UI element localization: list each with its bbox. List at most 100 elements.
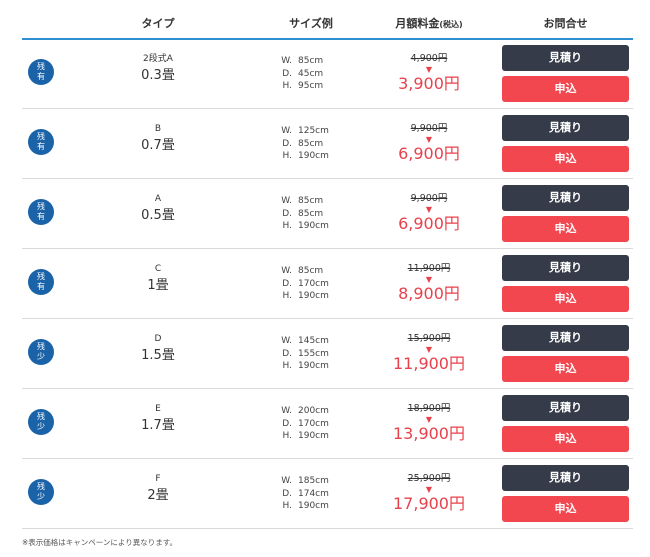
type-size: 0.5畳 — [141, 208, 175, 223]
apply-button[interactable]: 申込 — [502, 286, 629, 312]
dim-depth: D. 45cm — [278, 68, 323, 81]
estimate-button[interactable]: 見積り — [502, 45, 629, 71]
type-size: 0.7畳 — [141, 138, 175, 153]
estimate-button[interactable]: 見積り — [502, 185, 629, 211]
apply-button[interactable]: 申込 — [502, 496, 629, 522]
down-arrow-icon: ▼ — [425, 205, 433, 214]
dim-width-value: 85cm — [298, 196, 324, 206]
table-row: 残 少 E 1.7畳 W. 200cm D. 170cm H. 190cm 18,90… — [22, 389, 633, 459]
dim-height-value: 190cm — [298, 221, 329, 231]
dim-height-value: 95cm — [298, 81, 324, 91]
dim-width-value: 200cm — [298, 406, 329, 416]
dim-width: W. 125cm — [278, 125, 329, 138]
old-price: 11,900円 — [407, 263, 451, 274]
header-type: タイプ — [141, 17, 175, 30]
old-price: 15,900円 — [407, 333, 451, 344]
availability-badge: 残 少 — [28, 479, 54, 505]
dim-depth-label: D. — [282, 138, 292, 149]
type-cell: B 0.7畳 — [108, 123, 208, 154]
estimate-button[interactable]: 見積り — [502, 325, 629, 351]
apply-button[interactable]: 申込 — [502, 426, 629, 452]
dim-height-value: 190cm — [298, 151, 329, 161]
old-price: 9,900円 — [410, 193, 448, 204]
dim-width: W. 185cm — [278, 475, 329, 488]
estimate-button[interactable]: 見積り — [502, 465, 629, 491]
estimate-button[interactable]: 見積り — [502, 395, 629, 421]
header-price-tax: (税込) — [439, 20, 463, 29]
price-cell: 9,900円 ▼ 6,900円 — [376, 193, 482, 234]
size-dimensions: W. 145cm D. 155cm H. 190cm — [278, 335, 329, 373]
campaign-price: 11,900円 — [393, 354, 465, 373]
dim-width-label: W. — [281, 266, 292, 276]
type-cell: A 0.5畳 — [108, 193, 208, 224]
dim-width-value: 85cm — [298, 266, 324, 276]
type-code: B — [154, 124, 162, 134]
apply-button[interactable]: 申込 — [502, 216, 629, 242]
badge-bottom: 少 — [37, 422, 45, 431]
dim-height: H. 95cm — [278, 80, 324, 93]
header-size: サイズ例 — [289, 17, 333, 30]
badge-top: 残 — [37, 132, 45, 141]
estimate-button[interactable]: 見積り — [502, 115, 629, 141]
availability-badge: 残 少 — [28, 339, 54, 365]
dim-width-value: 125cm — [298, 126, 329, 136]
price-cell: 18,900円 ▼ 13,900円 — [376, 403, 482, 444]
dim-depth: D. 155cm — [278, 348, 329, 361]
campaign-price: 8,900円 — [398, 284, 460, 303]
dim-height-label: H. — [282, 291, 292, 301]
badge-bottom: 有 — [37, 72, 45, 81]
type-cell: 2段式A 0.3畳 — [108, 53, 208, 84]
price-cell: 15,900円 ▼ 11,900円 — [376, 333, 482, 374]
table-row: 残 有 C 1畳 W. 85cm D. 170cm H. 190cm 11,900円 … — [22, 249, 633, 319]
dim-width-label: W. — [281, 126, 292, 136]
dim-depth-label: D. — [282, 348, 292, 359]
price-note: ※表示価格はキャンペーンにより異なります。 — [22, 538, 178, 547]
availability-badge: 残 有 — [28, 269, 54, 295]
down-arrow-icon: ▼ — [425, 485, 433, 494]
dim-height: H. 190cm — [278, 290, 329, 303]
badge-bottom: 少 — [37, 352, 45, 361]
badge-bottom: 少 — [37, 492, 45, 501]
dim-height-label: H. — [282, 501, 292, 511]
price-cell: 11,900円 ▼ 8,900円 — [376, 263, 482, 304]
type-size: 2畳 — [147, 488, 169, 503]
dim-height-label: H. — [282, 151, 292, 161]
dim-depth-label: D. — [282, 208, 292, 219]
header-price: 月額料金(税込) — [384, 15, 474, 31]
availability-badge: 残 少 — [28, 409, 54, 435]
dim-depth: D. 170cm — [278, 418, 329, 431]
apply-button[interactable]: 申込 — [502, 76, 629, 102]
type-size: 1.7畳 — [141, 418, 175, 433]
dim-depth-value: 45cm — [298, 68, 324, 79]
badge-bottom: 有 — [37, 282, 45, 291]
type-cell: C 1畳 — [108, 263, 208, 294]
campaign-price: 6,900円 — [398, 144, 460, 163]
apply-button[interactable]: 申込 — [502, 356, 629, 382]
estimate-button[interactable]: 見積り — [502, 255, 629, 281]
dim-width-label: W. — [281, 406, 292, 416]
type-code: E — [155, 404, 161, 414]
type-code: D — [154, 334, 162, 344]
dim-width: W. 145cm — [278, 335, 329, 348]
badge-top: 残 — [37, 412, 45, 421]
dim-width-value: 185cm — [298, 476, 329, 486]
table-row: 残 少 D 1.5畳 W. 145cm D. 155cm H. 190cm 15,90… — [22, 319, 633, 389]
type-code: F — [155, 474, 161, 484]
price-cell: 9,900円 ▼ 6,900円 — [376, 123, 482, 164]
dim-depth-value: 174cm — [298, 488, 329, 499]
badge-top: 残 — [37, 202, 45, 211]
dim-height: H. 190cm — [278, 360, 329, 373]
type-cell: D 1.5畳 — [108, 333, 208, 364]
campaign-price: 3,900円 — [398, 74, 460, 93]
dim-height: H. 190cm — [278, 430, 329, 443]
dim-depth: D. 170cm — [278, 278, 329, 291]
header-contact: お問合せ — [543, 17, 588, 30]
badge-top: 残 — [37, 482, 45, 491]
badge-bottom: 有 — [37, 212, 45, 221]
dim-depth-label: D. — [282, 68, 292, 79]
dim-height-value: 190cm — [298, 501, 329, 511]
apply-button[interactable]: 申込 — [502, 146, 629, 172]
campaign-price: 13,900円 — [393, 424, 465, 443]
dim-depth-label: D. — [282, 418, 292, 429]
dim-depth-value: 85cm — [298, 208, 324, 219]
